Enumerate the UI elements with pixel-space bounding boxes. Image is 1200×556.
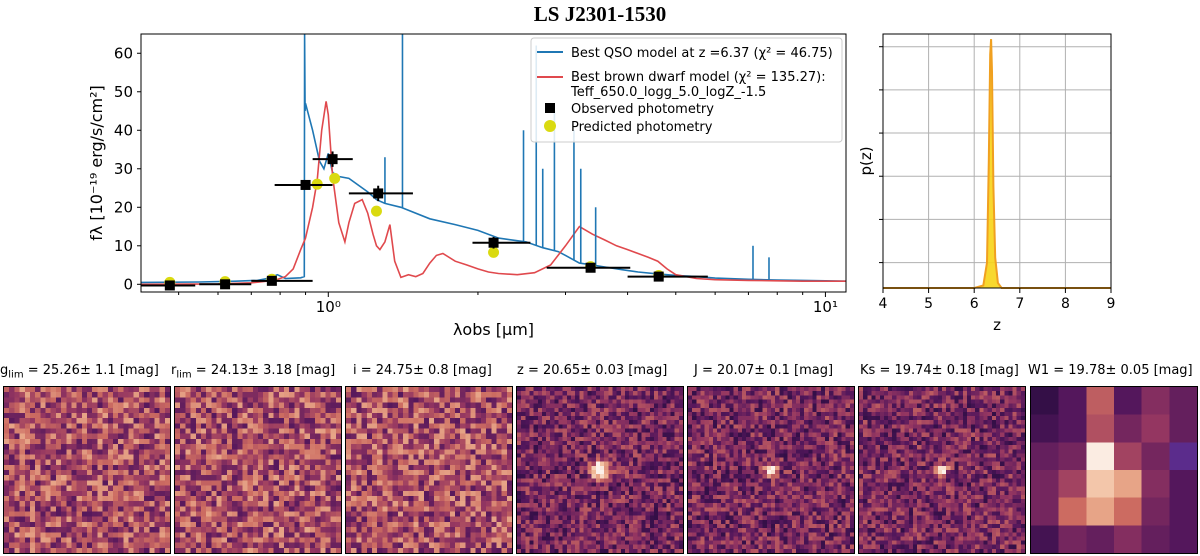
observed-photometry-point — [653, 271, 664, 282]
legend-qso-label: Best QSO model at z =6.37 (χ² = 46.75) — [571, 46, 833, 61]
x-axis-label: λobs [μm] — [453, 320, 534, 339]
observed-photometry-point — [327, 154, 338, 165]
cutout-title: i = 24.75± 0.8 [mag] — [353, 363, 492, 378]
observed-photometry-point — [220, 279, 231, 290]
pz-chart: 4 5 6 7 8 9 z p(z) — [860, 33, 1116, 334]
predicted-photometry-point — [488, 246, 500, 258]
pz-x-axis-label: z — [993, 316, 1001, 334]
observed-photometry-point — [488, 237, 499, 248]
cutout-band: W1 — [1028, 363, 1050, 378]
cutout-image — [3, 386, 171, 554]
cutout-title: z = 20.65± 0.03 [mag] — [517, 363, 667, 378]
cutout-magnitude: = 25.26± 1.1 [mag] — [23, 363, 159, 378]
figure-title: LS J2301-1530 — [533, 2, 667, 26]
pz-curve — [883, 39, 1111, 289]
predicted-photometry-point — [329, 172, 341, 184]
legend-predicted-marker — [544, 120, 556, 132]
cutout-magnitude: = 20.65± 0.03 [mag] — [523, 363, 668, 378]
x-tick-label: 10⁰ — [316, 298, 341, 316]
cutout-pixels — [859, 387, 1025, 553]
cutout-image — [858, 386, 1026, 554]
y-tick-label: 30 — [114, 160, 133, 178]
cutout-title: J = 20.07± 0.1 [mag] — [694, 363, 833, 378]
predicted-photometry-point — [370, 205, 382, 217]
cutout-pixels — [4, 387, 170, 553]
pz-x-tick-label: 6 — [970, 296, 979, 312]
sed-legend: Best QSO model at z =6.37 (χ² = 46.75) Be… — [530, 37, 843, 143]
cutout-magnitude: = 20.07± 0.1 [mag] — [697, 363, 834, 378]
observed-photometry-point — [300, 179, 311, 190]
y-tick-label: 60 — [114, 44, 133, 62]
cutout-image — [516, 386, 684, 554]
y-axis-label: fλ [10⁻¹⁹ erg/s/cm²] — [87, 85, 106, 241]
y-tick-label: 40 — [114, 121, 133, 139]
cutout-image — [174, 386, 342, 554]
pz-x-tick-label: 5 — [924, 296, 933, 312]
cutout-title: Ks = 19.74± 0.18 [mag] — [860, 363, 1019, 378]
cutout-image — [687, 386, 855, 554]
cutout-pixels — [688, 387, 854, 553]
cutout-image — [1030, 386, 1198, 554]
x-tick-label: 10¹ — [813, 298, 838, 316]
cutout-band-subscript: lim — [176, 369, 192, 381]
y-tick-label: 10 — [114, 237, 133, 255]
y-tick-label: 50 — [114, 83, 133, 101]
pz-x-tick-label: 9 — [1107, 296, 1116, 312]
cutout-magnitude: = 19.78± 0.05 [mag] — [1049, 363, 1193, 378]
legend-bd-label: Best brown dwarf model (χ² = 135.27): — [571, 70, 826, 85]
cutout-magnitude: = 19.74± 0.18 [mag] — [875, 363, 1019, 378]
brown-dwarf-model-line — [141, 101, 846, 286]
legend-box — [530, 37, 843, 143]
cutout-pixels — [1031, 387, 1197, 553]
pz-axes-frame — [882, 33, 1112, 289]
y-tick-label: 0 — [123, 275, 133, 293]
observed-photometry-point — [164, 280, 175, 291]
legend-observed-marker — [545, 103, 555, 113]
cutout-title: W1 = 19.78± 0.05 [mag] — [1028, 363, 1193, 378]
qso-model-line — [141, 34, 846, 284]
legend-observed-label: Observed photometry — [571, 102, 714, 117]
legend-predicted-label: Predicted photometry — [571, 120, 713, 135]
cutout-band: z — [517, 363, 524, 378]
cutout-band: r — [171, 363, 177, 378]
cutout-pixels — [175, 387, 341, 553]
pz-x-tick-label: 4 — [879, 296, 888, 312]
pz-x-tick-label: 7 — [1015, 296, 1024, 312]
cutout-band: Ks — [860, 363, 876, 378]
pz-x-tick-label: 8 — [1061, 296, 1070, 312]
observed-photometry-point — [266, 275, 277, 286]
observed-photometry-point — [373, 188, 384, 199]
legend-bd-label-2: Teff_650.0_logg_5.0_logZ_-1.5 — [570, 85, 766, 100]
cutout-pixels — [517, 387, 683, 553]
cutout-title: glim = 25.26± 1.1 [mag] — [0, 363, 159, 381]
cutout-image — [345, 386, 513, 554]
sed-plot-area — [141, 34, 846, 291]
sed-axes-frame — [140, 33, 847, 293]
cutout-magnitude: = 24.75± 0.8 [mag] — [356, 363, 492, 378]
observed-photometry-point — [585, 262, 596, 273]
cutout-band: J — [694, 363, 698, 378]
cutout-band: g — [0, 363, 9, 378]
cutout-magnitude: = 24.13± 3.18 [mag] — [191, 363, 336, 378]
sed-chart: 0 10 20 30 40 50 60 10⁰ 10¹ λobs [μm] fλ [10⁻¹⁹ er… — [87, 33, 847, 339]
cutout-pixels — [346, 387, 512, 553]
cutout-title: rlim = 24.13± 3.18 [mag] — [171, 363, 335, 381]
cutout-band-subscript: lim — [8, 369, 24, 381]
y-tick-label: 20 — [114, 198, 133, 216]
pz-area — [883, 39, 1111, 288]
pz-y-axis-label: p(z) — [860, 146, 875, 175]
cutout-band: i — [353, 363, 357, 378]
